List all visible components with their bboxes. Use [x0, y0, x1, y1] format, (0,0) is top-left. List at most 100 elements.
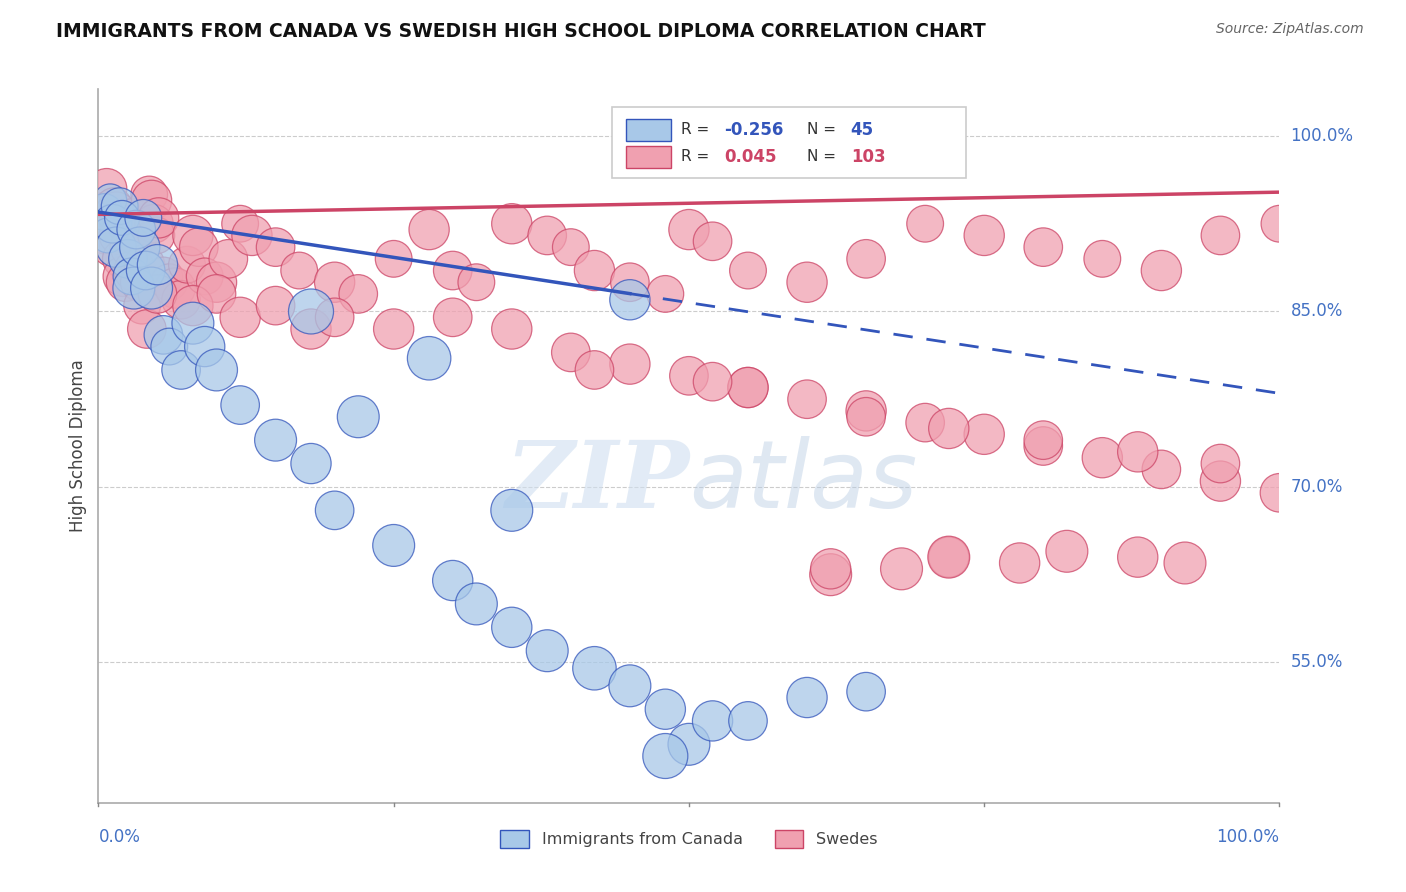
Point — [678, 368, 700, 383]
Point — [1091, 450, 1114, 465]
Text: 85.0%: 85.0% — [1291, 302, 1343, 320]
Point — [501, 217, 523, 231]
Point — [441, 263, 464, 277]
Point — [117, 217, 139, 231]
Point — [146, 258, 169, 272]
FancyBboxPatch shape — [612, 107, 966, 178]
Point — [264, 240, 287, 254]
Text: IMMIGRANTS FROM CANADA VS SWEDISH HIGH SCHOOL DIPLOMA CORRELATION CHART: IMMIGRANTS FROM CANADA VS SWEDISH HIGH S… — [56, 22, 986, 41]
Text: 70.0%: 70.0% — [1291, 478, 1343, 496]
Point — [855, 252, 877, 266]
Point — [135, 322, 157, 336]
Point — [914, 416, 936, 430]
Point — [820, 567, 842, 582]
Point — [141, 281, 163, 295]
Text: Source: ZipAtlas.com: Source: ZipAtlas.com — [1216, 22, 1364, 37]
Point — [914, 217, 936, 231]
Bar — [626, 120, 671, 141]
Point — [702, 234, 724, 248]
Point — [890, 562, 912, 576]
Point — [165, 281, 187, 295]
Point — [418, 222, 440, 236]
Point — [1174, 556, 1197, 570]
Y-axis label: High School Diploma: High School Diploma — [69, 359, 87, 533]
Point — [114, 275, 136, 289]
Point — [96, 181, 118, 195]
Point — [1032, 439, 1054, 453]
Point — [501, 503, 523, 517]
Point — [1150, 462, 1173, 476]
Point — [583, 263, 606, 277]
Point — [465, 275, 488, 289]
Point — [737, 380, 759, 394]
Point — [145, 228, 167, 243]
Point — [181, 299, 204, 313]
Text: R =: R = — [681, 150, 714, 164]
Point — [240, 228, 263, 243]
Point — [205, 287, 228, 301]
Point — [441, 574, 464, 588]
Point — [299, 304, 322, 318]
Point — [1091, 252, 1114, 266]
Point — [157, 340, 180, 354]
Point — [1008, 556, 1031, 570]
Point — [1150, 263, 1173, 277]
Point — [299, 457, 322, 471]
Point — [194, 269, 217, 284]
Point — [112, 269, 135, 284]
Point — [128, 275, 150, 289]
Point — [110, 252, 132, 266]
Point — [229, 310, 252, 325]
Point — [1032, 240, 1054, 254]
Point — [855, 404, 877, 418]
Point — [323, 310, 346, 325]
Point — [229, 398, 252, 412]
Point — [855, 684, 877, 698]
Point — [820, 562, 842, 576]
Point — [1209, 457, 1232, 471]
Point — [347, 287, 370, 301]
Point — [323, 503, 346, 517]
Point — [1056, 544, 1078, 558]
Point — [796, 275, 818, 289]
Point — [382, 252, 405, 266]
Point — [142, 217, 165, 231]
Point — [152, 269, 174, 284]
Text: N =: N = — [807, 150, 841, 164]
Point — [152, 327, 174, 342]
Point — [796, 392, 818, 407]
Point — [181, 228, 204, 243]
Point — [702, 375, 724, 389]
Point — [619, 293, 641, 307]
Point — [132, 211, 155, 225]
Point — [299, 322, 322, 336]
Text: 0.045: 0.045 — [724, 148, 778, 166]
Point — [323, 275, 346, 289]
Point — [1126, 445, 1149, 459]
Point — [98, 217, 121, 231]
Point — [382, 322, 405, 336]
Point — [619, 275, 641, 289]
Text: ZIP: ZIP — [505, 437, 689, 526]
Point — [127, 228, 149, 243]
Point — [737, 380, 759, 394]
Point — [654, 749, 676, 764]
Point — [205, 363, 228, 377]
Text: -0.256: -0.256 — [724, 121, 783, 139]
Point — [583, 661, 606, 675]
Point — [264, 299, 287, 313]
Point — [678, 737, 700, 751]
Point — [229, 217, 252, 231]
Point — [619, 679, 641, 693]
Point — [1032, 433, 1054, 447]
Point — [347, 409, 370, 424]
Legend: Immigrants from Canada, Swedes: Immigrants from Canada, Swedes — [501, 830, 877, 848]
Point — [105, 205, 128, 219]
Point — [93, 228, 115, 243]
Point — [187, 240, 209, 254]
Point — [93, 205, 115, 219]
Point — [418, 351, 440, 366]
Point — [134, 258, 156, 272]
Text: N =: N = — [807, 122, 841, 137]
Point — [1268, 485, 1291, 500]
